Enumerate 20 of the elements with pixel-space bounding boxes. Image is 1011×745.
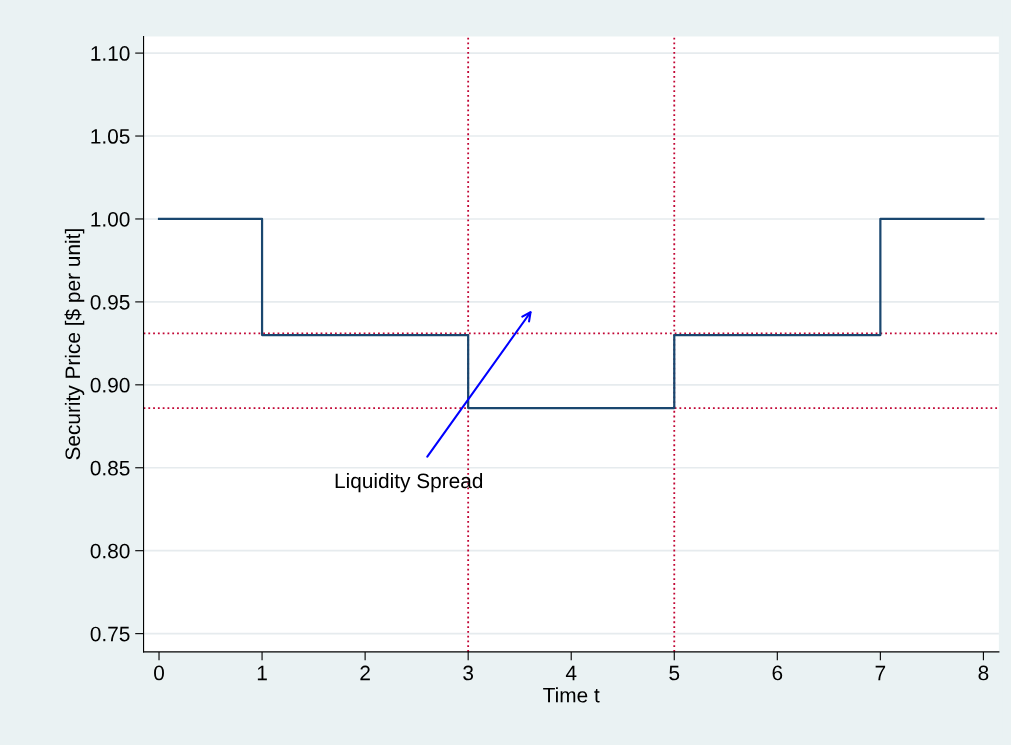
annotation: Liquidity Spread	[335, 472, 483, 493]
x-tick-label: 2	[360, 665, 370, 681]
x-tick-label: 8	[978, 665, 989, 681]
y-tick-label: 0.75	[90, 626, 130, 642]
x-tick-label: 7	[875, 665, 886, 681]
x-tick-label: 3	[463, 665, 474, 681]
y-axis-title: Security Price [$ per unit]	[64, 229, 85, 460]
x-axis-title: Time t	[543, 687, 600, 703]
y-tick-label: 0.90	[90, 377, 130, 393]
y-tick-label: 0.80	[90, 543, 130, 559]
x-tick-label: 5	[669, 665, 680, 681]
y-tick-label: 0.95	[90, 294, 130, 310]
y-tick-label: 1.10	[91, 46, 130, 61]
y-tick-label: 1.00	[91, 211, 130, 227]
y-tick-label: 1.05	[91, 129, 130, 144]
x-tick-label: 6	[772, 665, 783, 681]
y-tick-label: 0.85	[90, 460, 130, 476]
x-tick-label: 0	[154, 665, 164, 681]
x-tick-label: 4	[565, 665, 577, 681]
x-tick-label: 1	[257, 665, 267, 681]
